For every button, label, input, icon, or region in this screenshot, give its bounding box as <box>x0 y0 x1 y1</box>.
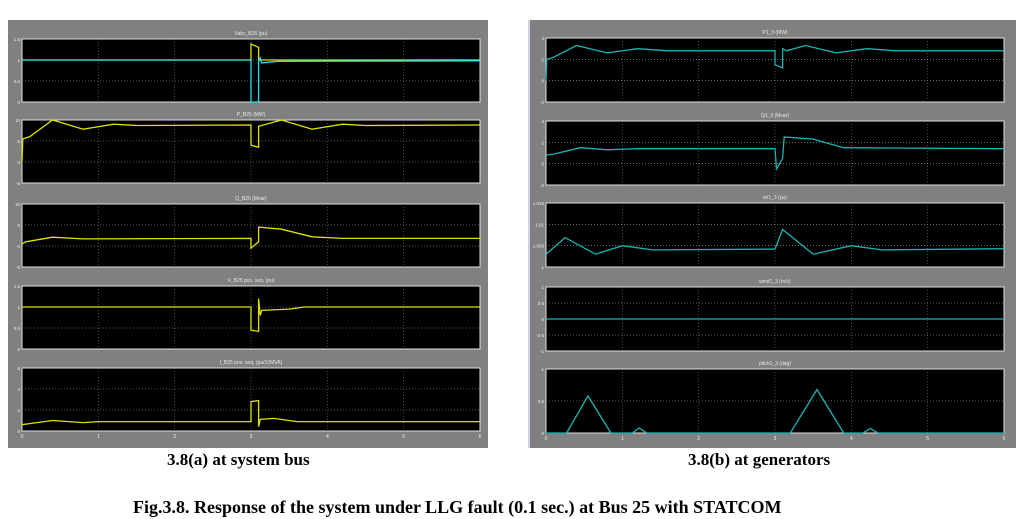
y-tick-label: -5 <box>16 181 20 186</box>
x-tick-label: 1 <box>97 434 100 440</box>
x-tick-label: 5 <box>402 434 405 440</box>
series-line-1 <box>21 226 480 250</box>
y-tick-label: 2 <box>17 408 20 413</box>
x-tick-label: 0 <box>545 436 548 442</box>
y-tick-label: -5 <box>16 265 20 270</box>
y-tick-label: 1.5 <box>14 37 21 42</box>
y-tick-label: 6 <box>17 366 20 371</box>
y-tick-label: 0 <box>17 160 20 165</box>
x-tick-label: 6 <box>1003 436 1006 442</box>
y-tick-label: 0 <box>17 347 20 352</box>
y-tick-label: 5 <box>17 139 20 144</box>
y-tick-label: -1 <box>540 349 544 354</box>
y-tick-label: 0.5 <box>14 326 21 331</box>
x-tick-label: 4 <box>850 436 853 442</box>
x-tick-label: 6 <box>479 434 482 440</box>
caption-system-bus: 3.8(a) at system bus <box>167 450 310 469</box>
y-tick-label: 1.01 <box>535 222 544 227</box>
subplot-1: P1_3 (MW) -2 0 2 4 <box>540 30 1005 105</box>
y-tick-label: 1 <box>541 367 544 372</box>
x-tick-label: 5 <box>926 436 929 442</box>
series-line-1 <box>21 399 480 427</box>
subplot-5: I_B25 pos. seq. (pu/10MVA) 0 1 2 3 4 5 6 0 2 4 6 <box>17 360 481 440</box>
y-tick-label: -0.5 <box>536 333 544 338</box>
subplot-5: pitch1_3 (deg) 0 1 2 3 4 5 6 0 0.5 1 <box>538 361 1006 442</box>
y-tick-label: 0 <box>17 100 20 105</box>
series-line-1 <box>22 298 480 333</box>
figure-caption: Fig.3.8. Response of the system under LL… <box>133 497 782 517</box>
subplot-title: wind1_3 (m/s) <box>759 279 791 285</box>
y-tick-label: 0 <box>17 244 20 249</box>
x-tick-label: 2 <box>697 436 700 442</box>
x-tick-label: 3 <box>774 436 777 442</box>
subplot-4: V_B25 pos. seq. (pu) 0 0.5 1 1.5 <box>14 278 481 352</box>
y-tick-label: 1.005 <box>533 244 545 249</box>
subplot-3: wr1_3 (pu) 1 1.005 1.01 1.015 <box>533 195 1005 270</box>
series-line-1 <box>546 388 1004 434</box>
x-tick-label: 2 <box>173 434 176 440</box>
scope-panel-system-bus: Vabc_B25 (pu) 0 0.5 1 1.5 P_B25 (MW) -5 0 5 10 Q_B… <box>8 20 488 448</box>
y-tick-label: 4 <box>541 36 544 41</box>
y-tick-label: 0 <box>541 431 544 436</box>
y-tick-label: 2 <box>541 140 544 145</box>
y-tick-label: 10 <box>15 202 21 207</box>
subplot-2: P_B25 (MW) -5 0 5 10 <box>15 112 481 186</box>
y-tick-label: 1 <box>541 285 544 290</box>
subplot-title: I_B25 pos. seq. (pu/10MVA) <box>220 360 283 366</box>
series-line-1 <box>545 44 1004 81</box>
subplot-title: V_B25 pos. seq. (pu) <box>228 278 275 284</box>
subplot-4: wind1_3 (m/s) -1 -0.5 0 0.5 1 <box>536 279 1005 354</box>
plot-area <box>545 202 1005 268</box>
x-tick-label: 4 <box>326 434 329 440</box>
x-tick-label: 3 <box>250 434 253 440</box>
y-tick-label: 2 <box>541 57 544 62</box>
y-tick-label: -2 <box>540 100 544 105</box>
series-line-1 <box>545 228 1005 255</box>
subplot-title: P1_3 (MW) <box>762 30 788 36</box>
y-tick-label: 4 <box>541 119 544 124</box>
subplot-title: Q1_3 (Mvar) <box>761 113 789 119</box>
y-tick-label: 10 <box>15 118 21 123</box>
caption-generators: 3.8(b) at generators <box>688 450 831 469</box>
subplot-1: Vabc_B25 (pu) 0 0.5 1 1.5 <box>14 31 481 105</box>
y-tick-label: 4 <box>17 387 20 392</box>
scope-plots-generators: P1_3 (MW) -2 0 2 4 Q1_3 (Mvar) -2 0 2 4 wr1_3 (pu)… <box>533 30 1006 442</box>
subplot-3: Q_B25 (Mvar) -5 0 5 10 <box>15 196 481 270</box>
x-tick-label: 1 <box>621 436 624 442</box>
scope-panel-generators: P1_3 (MW) -2 0 2 4 Q1_3 (Mvar) -2 0 2 4 wr1_3 (pu)… <box>528 20 1016 448</box>
series-line-1 <box>545 136 1005 172</box>
y-tick-label: -2 <box>540 183 544 188</box>
subplot-title: P_B25 (MW) <box>237 112 266 118</box>
series-line-2 <box>22 55 481 103</box>
subplot-title: Vabc_B25 (pu) <box>235 31 268 37</box>
y-tick-label: 1.5 <box>14 284 21 289</box>
y-tick-label: 1 <box>541 265 544 270</box>
subplot-title: pitch1_3 (deg) <box>759 361 791 367</box>
y-tick-label: 5 <box>17 223 20 228</box>
y-tick-label: 0 <box>541 162 544 167</box>
x-tick-label: 0 <box>21 434 24 440</box>
y-tick-label: 1 <box>17 305 20 310</box>
y-tick-label: 0 <box>17 429 20 434</box>
scope-plots-system-bus: Vabc_B25 (pu)00.511.5P_B25 (MW)-50510Q_B… <box>14 31 482 440</box>
subplot-title: Q_B25 (Mvar) <box>235 196 267 202</box>
subplot-2: Q1_3 (Mvar) -2 0 2 4 <box>540 113 1005 188</box>
y-tick-label: 0 <box>541 79 544 84</box>
series-line-1 <box>21 119 481 163</box>
y-tick-label: 0.5 <box>538 399 545 404</box>
plot-area <box>21 203 481 268</box>
y-tick-label: 1 <box>17 58 20 63</box>
y-tick-label: 1.015 <box>533 201 545 206</box>
y-tick-label: 0.5 <box>14 79 21 84</box>
y-tick-label: 0 <box>541 317 544 322</box>
y-tick-label: 0.5 <box>538 301 545 306</box>
subplot-title: wr1_3 (pu) <box>763 195 787 201</box>
